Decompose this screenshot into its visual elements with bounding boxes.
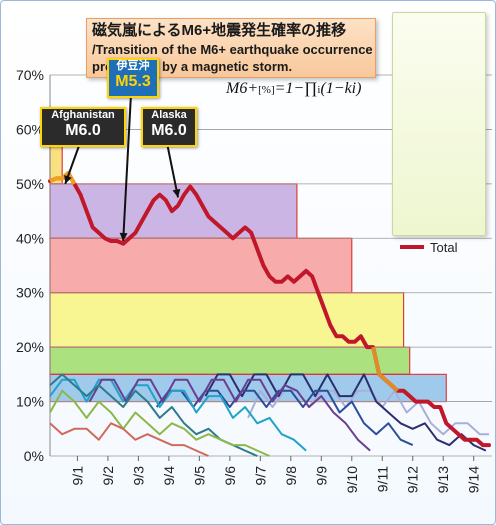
y-tick-label: 50% [16, 176, 44, 192]
y-tick-label: 30% [16, 285, 44, 301]
band-2 [49, 237, 353, 294]
x-tick-label: 9/6 [222, 466, 238, 486]
formula-rhs: =1−∏ [274, 80, 318, 97]
x-tick-label: 9/2 [100, 466, 116, 486]
event-arrow-head-1 [119, 232, 128, 242]
series-line-total-early [49, 171, 77, 185]
x-tick-label: 9/11 [374, 466, 390, 492]
probability-bands [49, 145, 447, 403]
series-line-total [48, 171, 491, 448]
event-callout-alaska: Alaska M6.0 [141, 107, 197, 147]
x-tick-label: 9/3 [130, 466, 146, 486]
formula-tail: (1−ki) [320, 80, 362, 97]
x-axis-ticks: 9/1 9/2 9/3 9/4 9/5 9/6 9/7 9/8 9/9 9/10 9/11 9/12 9… [69, 456, 482, 493]
band-5 [49, 373, 447, 403]
event-callout-afghanistan: Afghanistan M6.0 [40, 107, 126, 147]
y-tick-label: 40% [16, 230, 44, 246]
probability-formula: M6+[%]=1−∏i(1−ki) [226, 80, 361, 98]
event-arrow-1 [122, 93, 132, 242]
event-markers [64, 93, 181, 242]
band-3 [49, 292, 405, 348]
series-line-total-mid [371, 346, 399, 393]
x-tick-label: 9/12 [405, 466, 421, 493]
y-axis-ticks: 0% 10% 20% 30% 40% 50% 60% 70% [16, 67, 44, 464]
x-tick-label: 9/4 [161, 466, 177, 486]
event-magnitude: M5.3 [115, 73, 151, 90]
formula-unit: [%] [258, 84, 275, 96]
series-line-9-2 [155, 389, 414, 447]
event-magnitude: M6.0 [151, 122, 187, 139]
series-line-8-26 [49, 389, 270, 457]
event-name: 伊豆沖 [116, 60, 150, 72]
x-tick-label: 9/5 [191, 466, 207, 486]
x-tick-label: 9/9 [313, 466, 329, 486]
y-tick-label: 60% [16, 121, 44, 137]
formula-lhs: M6+ [226, 80, 259, 97]
x-tick-label: 9/1 [69, 466, 85, 486]
series-lines [48, 171, 491, 457]
event-arrow-head-0 [64, 174, 72, 184]
event-name: Afghanistan [51, 109, 115, 121]
event-name: Alaska [151, 109, 187, 121]
x-tick-label: 9/10 [344, 466, 360, 493]
series-line-8-29 [88, 378, 371, 452]
x-tick-label: 9/7 [252, 466, 268, 486]
band-4 [49, 346, 411, 375]
legend-box [392, 12, 486, 236]
x-tick-label: 9/14 [466, 466, 482, 493]
x-tick-label: 9/8 [283, 466, 299, 486]
event-callout-izu: 伊豆沖 M5.3 [107, 58, 159, 98]
legend-label: Total [430, 240, 458, 255]
y-tick-label: 20% [16, 339, 44, 355]
chart-title-jp: 磁気嵐によるM6+地震発生確率の推移 [92, 22, 347, 39]
series-line-8-24 [49, 422, 209, 457]
y-tick-label: 0% [24, 448, 44, 464]
event-magnitude: M6.0 [65, 122, 101, 139]
series-line-9-3 [204, 373, 487, 452]
formula-index: i [317, 84, 321, 96]
y-tick-label: 70% [16, 67, 44, 83]
x-tick-label: 9/13 [435, 466, 451, 493]
y-tick-label: 10% [16, 394, 44, 410]
event-arrow-head-2 [172, 188, 181, 198]
event-arrow-2 [166, 142, 180, 198]
